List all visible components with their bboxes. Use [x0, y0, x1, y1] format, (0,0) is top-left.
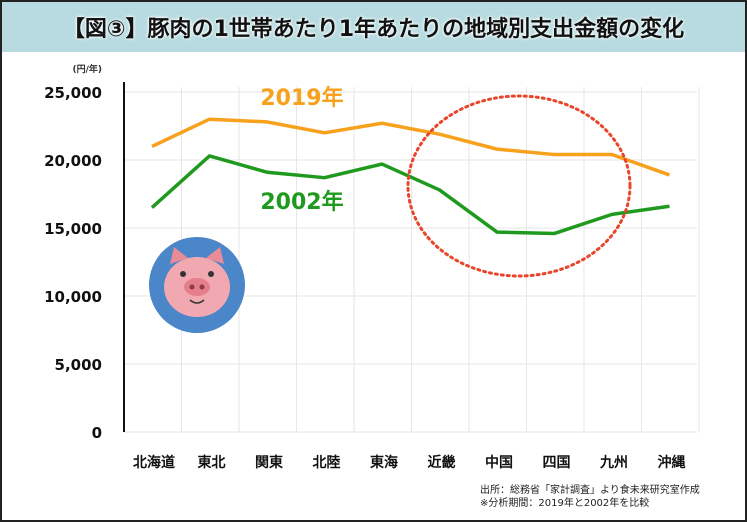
chart-title: 【図③】豚肉の1世帯あたり1年あたりの地域別支出金額の変化: [2, 2, 745, 52]
x-tick-label: 東海: [370, 454, 398, 471]
series-label: 2019年: [260, 85, 343, 111]
series-line-2002年: [150, 154, 670, 236]
y-axis-unit: (円/年): [72, 63, 102, 75]
x-tick-label: 北陸: [313, 454, 341, 471]
x-tick-label: 東北: [198, 454, 226, 471]
pig-icon-nostril: [189, 284, 195, 290]
pig-icon-ear: [170, 247, 188, 264]
y-tick-label: 10,000: [44, 288, 102, 306]
x-tick-label: 四国: [543, 455, 571, 471]
source-note: 出所：総務省「家計調査」より食未来研究室作成 ※分析期間：2019年と2002年…: [480, 484, 700, 510]
period-line: ※分析期間：2019年と2002年を比較: [480, 498, 650, 509]
x-tick-label: 中国: [485, 454, 513, 471]
pig-icon-nostril: [199, 284, 205, 290]
highlight-ellipse: [406, 94, 632, 278]
x-tick-label: 沖縄: [658, 454, 686, 471]
y-tick-label: 20,000: [44, 152, 102, 170]
pig-icon-ear: [206, 247, 224, 264]
x-tick-label: 関東: [255, 454, 283, 471]
y-tick-label: 25,000: [44, 84, 102, 102]
source-line: 出所：総務省「家計調査」より食未来研究室作成: [480, 485, 700, 496]
pig-icon-snout: [184, 278, 210, 296]
pig-icon-eye: [180, 271, 186, 277]
series-label: 2002年: [260, 189, 343, 215]
x-tick-label: 九州: [599, 455, 628, 471]
pig-icon-eye: [208, 271, 214, 277]
y-tick-label: 15,000: [44, 220, 102, 238]
series-line-2019年: [151, 117, 671, 177]
y-tick-label: 0: [92, 424, 102, 442]
y-tick-label: 5,000: [55, 356, 102, 374]
x-tick-label: 北海道: [133, 454, 175, 471]
pig-icon-mouth: [189, 299, 205, 304]
x-tick-label: 近畿: [428, 454, 456, 471]
